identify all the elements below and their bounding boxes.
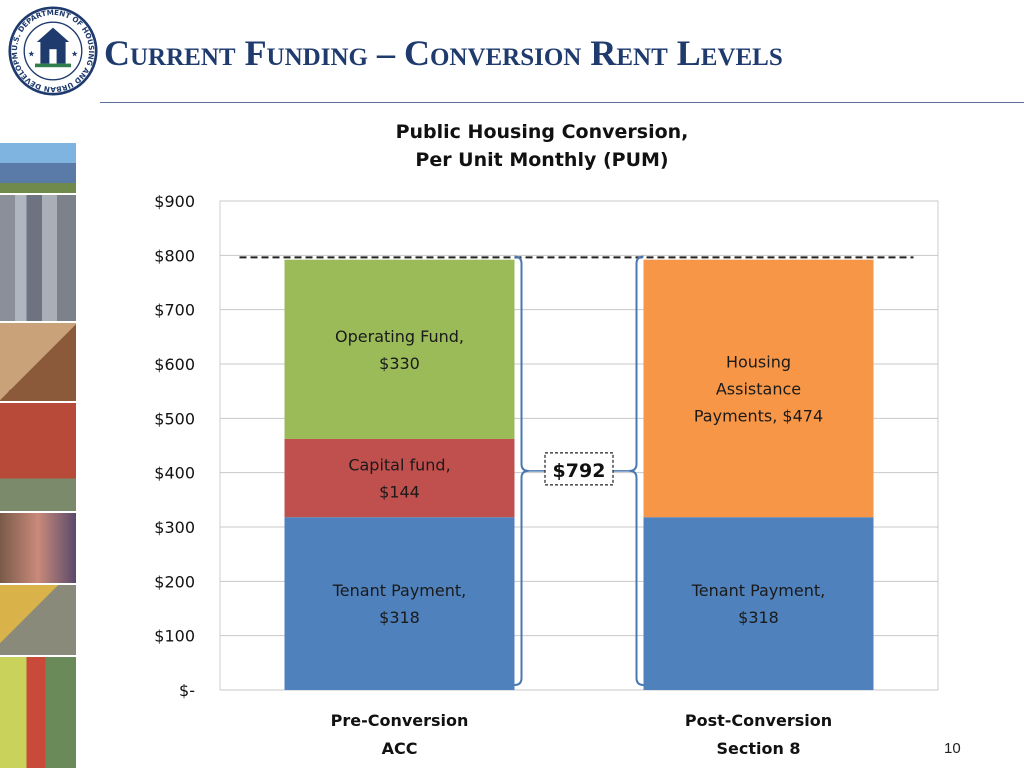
- chart-title: Public Housing Conversion, Per Unit Month…: [396, 121, 689, 171]
- svg-text:★: ★: [71, 48, 78, 58]
- y-tick-label: $-: [179, 681, 195, 700]
- funding-chart: Public Housing Conversion, Per Unit Month…: [154, 121, 939, 758]
- bar-segment: [643, 517, 874, 690]
- photo-construction: [0, 585, 76, 655]
- hud-seal-logo: U.S. DEPARTMENT OF HOUSING AND URBAN DEV…: [8, 6, 98, 96]
- y-tick-label: $900: [154, 192, 195, 211]
- chart-bars: Tenant Payment, $318 Capital fund, $144 Oper…: [284, 259, 874, 690]
- photo-resident: [0, 323, 76, 401]
- y-tick-label: $300: [154, 518, 195, 537]
- svg-text:★: ★: [28, 48, 35, 58]
- photo-storefront: [0, 657, 76, 768]
- page-number: 10: [944, 740, 961, 757]
- segment-label: Tenant Payment,: [691, 581, 825, 600]
- chart-title-line: Public Housing Conversion,: [396, 121, 689, 143]
- x-category-label: Pre-Conversion: [331, 711, 469, 730]
- segment-label: Tenant Payment,: [332, 581, 466, 600]
- photo-townhouse: [0, 143, 76, 193]
- title-divider: [100, 102, 1024, 103]
- photo-brick-building: [0, 403, 76, 511]
- y-tick-label: $600: [154, 355, 195, 374]
- brace-right: [629, 255, 644, 686]
- bar-segment: [284, 438, 515, 518]
- segment-label: $330: [379, 354, 420, 373]
- photo-strip: [0, 143, 76, 768]
- segment-label: Capital fund,: [348, 456, 450, 475]
- segment-label: $318: [738, 608, 779, 627]
- segment-label: $318: [379, 608, 420, 627]
- callout-label: $792: [553, 460, 606, 482]
- photo-skyline: [0, 195, 76, 321]
- segment-label: Assistance: [716, 379, 801, 398]
- y-tick-label: $700: [154, 301, 195, 320]
- segment-label: Housing: [726, 352, 791, 371]
- y-tick-label: $100: [154, 627, 195, 646]
- bar-segment: [643, 259, 874, 518]
- y-tick-label: $800: [154, 246, 195, 265]
- photo-family: [0, 513, 76, 583]
- y-tick-label: $500: [154, 409, 195, 428]
- segment-label: Payments, $474: [694, 406, 823, 425]
- segment-label: $144: [379, 483, 420, 502]
- brace-left: [514, 255, 529, 686]
- x-category-sublabel: Section 8: [716, 739, 800, 758]
- x-category-sublabel: ACC: [382, 739, 418, 758]
- bar-segment: [284, 517, 515, 690]
- segment-label: Operating Fund,: [335, 327, 464, 346]
- callout-box: [544, 452, 614, 486]
- bar-segment: [284, 259, 515, 439]
- chart-title-line: Per Unit Monthly (PUM): [415, 149, 668, 171]
- x-category-label: Post-Conversion: [685, 711, 832, 730]
- y-tick-label: $400: [154, 464, 195, 483]
- y-tick-label: $200: [154, 572, 195, 591]
- chart-overlay: $792: [239, 255, 914, 686]
- slide-title: Current Funding – Conversion Rent Levels: [104, 33, 783, 73]
- y-axis: $- $100 $200 $300 $400 $500 $600 $700 $800 $900: [154, 192, 195, 700]
- x-axis: Pre-Conversion ACC Post-Conversion Section …: [331, 711, 833, 758]
